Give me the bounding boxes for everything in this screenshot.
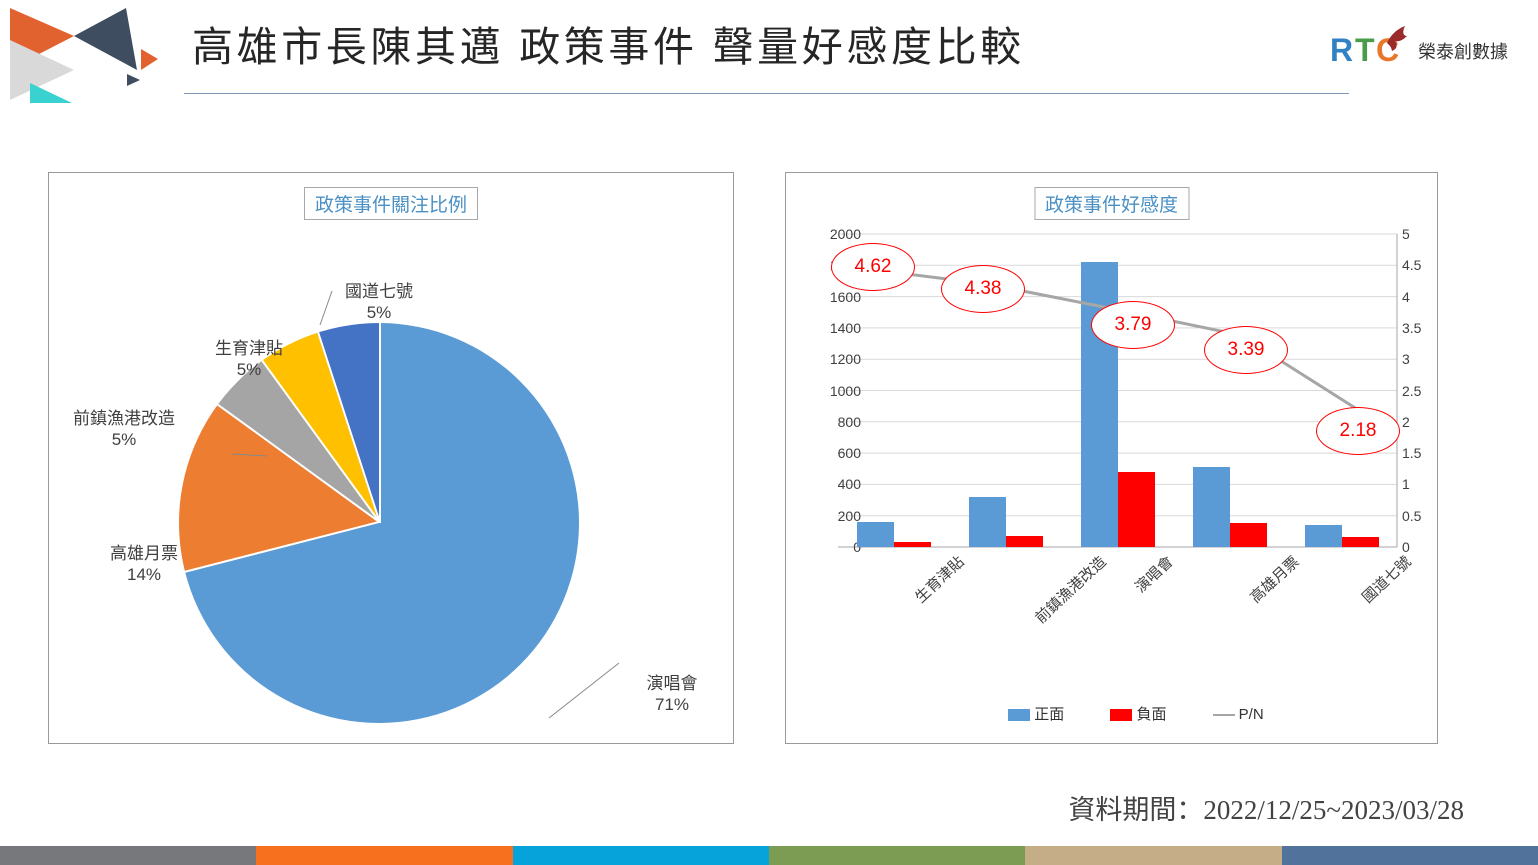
svg-text:R: R [1330, 32, 1353, 68]
svg-text:榮泰創數據: 榮泰創數據 [1418, 42, 1508, 62]
svg-text:T: T [1355, 32, 1375, 68]
